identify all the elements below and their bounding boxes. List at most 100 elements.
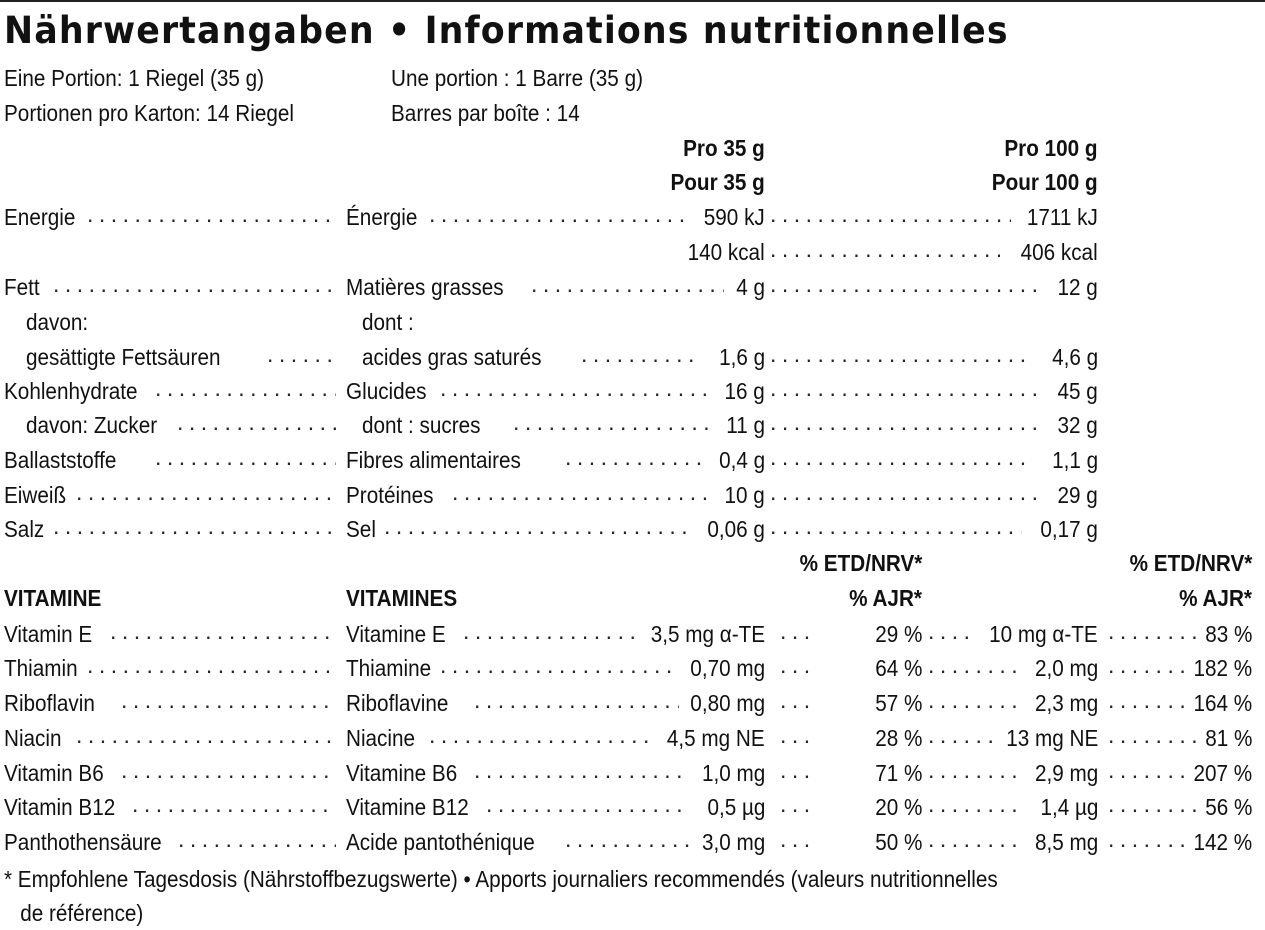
vitamin-pct-per35: 20 % [874,794,922,820]
leader-dots [53,511,336,541]
vitamins-header-fr: VITAMINES [346,585,458,611]
value-per35: 1,6 g [718,344,765,370]
leader-dots [928,685,1022,715]
vitamin-amount-per100: 2,3 mg [1034,690,1098,716]
leader-dots [770,442,1033,472]
leader-dots [178,824,336,854]
vitamin-amount-per35: 3,0 mg [701,829,765,855]
leader-dots [780,755,815,785]
vitamin-pct-per100: 207 % [1193,760,1252,786]
leader-dots [928,789,1022,819]
leader-dots [770,407,1045,437]
vitamin-pct-per100: 83 % [1204,621,1252,647]
leader-dots [87,199,336,229]
leader-dots [76,720,336,750]
leader-dots [780,789,815,819]
nutrient-label-fr: Sel [346,516,376,542]
vitamin-amount-per100: 13 mg NE [1005,725,1098,751]
leader-dots [474,755,690,785]
leader-dots [565,442,701,472]
header-per100-fr: Pour 100 g [992,169,1098,195]
footnote-line-1: * Empfohlene Tagesdosis (Nährstoffbezugs… [4,866,998,892]
serving-size-fr: Une portion : 1 Barre (35 g) [391,65,643,91]
leader-dots [1108,789,1197,819]
header-per100-de: Pro 100 g [1004,135,1098,161]
nutrient-label-fr: acides gras saturés [362,344,542,370]
vitamin-pct-per100: 182 % [1193,655,1252,681]
vitamin-label-de: Thiamin [4,655,78,681]
leader-dots [452,477,713,507]
serving-size-de: Eine Portion: 1 Riegel (35 g) [4,65,265,91]
leader-dots [565,824,690,854]
leader-dots [53,269,336,299]
leader-dots [177,407,336,437]
footnote-line-2: de référence) [20,900,144,926]
leader-dots [76,477,336,507]
leader-dots [440,650,679,680]
vitamin-label-fr: Niacine [346,725,416,751]
vitamin-pct-per35: 50 % [874,829,922,855]
value-per100: 1711 kJ [1027,204,1098,230]
leader-dots [1108,685,1185,715]
leader-dots [531,269,724,299]
value-per35: 0,4 g [718,447,765,473]
value-per35: 140 kcal [687,239,765,265]
vitamin-pct-per35: 29 % [874,621,922,647]
leader-dots [928,616,977,646]
leader-dots [780,685,815,715]
vitamin-amount-per35: 4,5 mg NE [667,725,765,751]
nutrient-label-fr: Matières grasses [346,274,504,300]
value-per35: 11 g [726,412,765,438]
leader-dots [1108,650,1185,680]
top-rule [0,0,1265,2]
vitamin-label-de: Niacin [4,725,62,751]
value-per35: 10 g [724,482,765,508]
leader-dots [1108,824,1185,854]
vitamin-pct-per100: 56 % [1204,794,1252,820]
leader-dots [1108,616,1197,646]
leader-dots [770,199,1011,229]
nutrient-label-de: Salz [4,516,45,542]
vitamin-label-fr: Acide pantothénique [346,829,535,855]
vitamin-pct-per100: 81 % [1204,725,1252,751]
leader-dots [1108,755,1185,785]
leader-dots [770,339,1033,369]
nutrient-label-fr: Glucides [346,378,427,404]
leader-dots [780,616,815,646]
leader-dots [429,199,690,229]
value-per100: 0,17 g [1040,516,1098,542]
leader-dots [486,789,690,819]
vitamin-label-fr: Vitamine E [346,621,446,647]
leader-dots [121,685,336,715]
pct-header-100-line1: % ETD/NRV* [1129,550,1252,576]
leader-dots [155,373,336,403]
nutrient-label-de: davon: [26,309,89,335]
value-per100: 12 g [1057,274,1098,300]
value-per35: 4 g [736,274,765,300]
vitamin-amount-per35: 0,80 mg [690,690,765,716]
vitamin-amount-per35: 1,0 mg [701,760,765,786]
value-per100: 45 g [1057,378,1098,404]
vitamin-pct-per35: 64 % [874,655,922,681]
value-per100: 29 g [1057,482,1098,508]
vitamin-label-de: Riboflavin [4,690,95,716]
leader-dots [267,339,336,369]
leader-dots [770,477,1045,507]
vitamin-amount-per100: 2,9 mg [1034,760,1098,786]
nutrient-label-fr: Protéines [346,482,434,508]
leader-dots [780,824,815,854]
leader-dots [440,373,713,403]
leader-dots [474,685,679,715]
nutrient-label-de: Kohlenhydrate [4,378,138,404]
vitamin-label-de: Vitamin E [4,621,93,647]
vitamin-label-de: Vitamin B6 [4,760,104,786]
pct-header-100-line2: % AJR* [1179,585,1252,611]
nutrient-label-fr: Énergie [346,204,418,230]
leader-dots [928,755,1022,785]
footnote: * Empfohlene Tagesdosis (Nährstoffbezugs… [4,862,1134,930]
vitamin-pct-per35: 57 % [874,690,922,716]
vitamin-label-fr: Vitamine B6 [346,760,458,786]
leader-dots [513,407,713,437]
vitamin-label-de: Vitamin B12 [4,794,116,820]
leader-dots [770,269,1045,299]
